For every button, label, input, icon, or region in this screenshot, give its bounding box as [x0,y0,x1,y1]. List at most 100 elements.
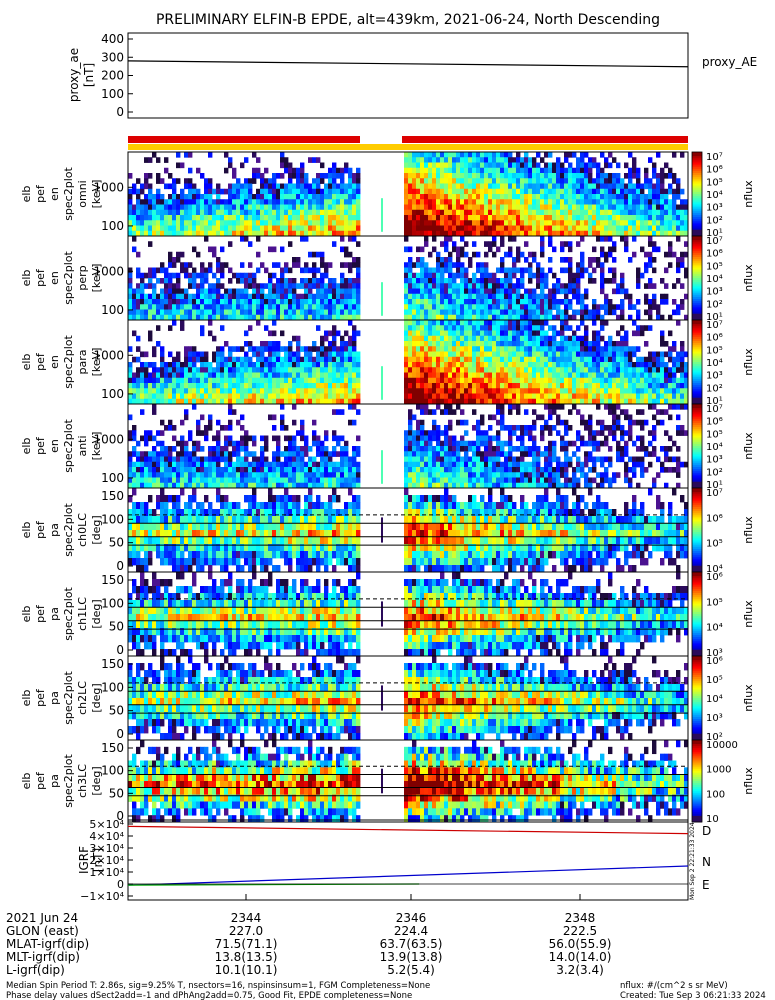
cbar-tick-label: 10³ [706,371,723,382]
heat-cell [172,194,177,200]
heat-cell [196,272,201,279]
heat-cell [640,367,645,373]
heat-cell [240,383,245,389]
cbar-tick-label: 10⁴ [706,274,723,285]
heat-cell [132,246,137,253]
heat-cell [220,425,225,431]
heat-cell [404,152,409,158]
heat-cell [568,351,573,358]
heat-cell [332,346,337,352]
heat-cell [212,199,217,205]
heat-cell [684,204,689,211]
heat-cell [332,188,337,195]
heat-cell [232,440,237,447]
heat-cell [660,178,665,184]
heat-cell [340,194,345,200]
heat-cell [276,377,281,384]
heat-cell [236,388,241,394]
heat-cell [352,262,357,268]
heat-cell [436,398,441,405]
heat-cell [168,262,173,268]
heat-cell [660,199,665,205]
heat-cell [236,461,241,468]
heat-cell [184,451,189,457]
heat-cell [244,178,249,184]
heat-cell [484,356,489,363]
heat-cell [252,383,257,389]
heat-cell [648,236,653,242]
heat-cell [208,183,213,190]
heat-cell [304,346,309,352]
heat-cell [568,215,573,221]
heat-cell [196,398,201,405]
heat-cell [220,309,225,316]
heat-cell [452,162,457,169]
heat-cell [256,188,261,195]
heat-cell [416,194,421,200]
heat-cell [596,262,601,268]
heat-cell [408,278,413,284]
heat-cell [316,383,321,389]
heat-cell [452,393,457,400]
heat-cell [216,362,221,368]
heat-cell [272,246,277,253]
heat-cell [332,225,337,232]
heat-cell [260,398,265,405]
heat-cell [152,230,157,237]
heat-cell [308,251,313,258]
heat-cell [656,230,661,237]
heat-cell [576,393,581,400]
heat-cell [668,356,673,363]
heat-cell [216,430,221,436]
heat-cell [624,388,629,394]
heat-cell [288,188,293,195]
heat-cell [256,472,261,478]
heat-cell [164,167,169,174]
heat-cell [276,372,281,379]
heat-cell [628,204,633,211]
heat-cell [252,204,257,211]
heat-cell [548,199,553,205]
heat-cell [404,351,409,358]
heat-cell [140,288,145,295]
heat-cell [628,293,633,300]
heat-cell [356,215,361,221]
heat-cell [172,215,177,221]
heat-cell [336,194,341,200]
heat-cell [528,251,533,258]
heat-cell [224,477,229,484]
heat-cell [248,451,253,457]
heat-cell [336,215,341,221]
heat-cell [544,204,549,211]
heat-cell [544,346,549,352]
heat-cell [464,278,469,284]
heat-cell [412,162,417,169]
heat-cell [520,272,525,279]
heat-cell [464,230,469,237]
heat-cell [592,383,597,389]
heat-cell [580,388,585,394]
heat-cell [576,367,581,373]
heat-cell [532,309,537,316]
heat-cell [352,351,357,358]
heat-cell [164,183,169,190]
heat-cell [148,309,153,316]
heat-cell [584,183,589,190]
heat-cell [512,178,517,184]
proxy-ae-ytick: 200 [101,69,124,83]
heat-cell [608,278,613,284]
heat-cell [620,377,625,384]
heat-cell [596,178,601,184]
heat-cell [172,435,177,442]
heat-cell [444,262,449,268]
heat-cell [412,178,417,184]
heat-cell [512,304,517,310]
heat-cell [648,183,653,190]
heat-cell [680,204,685,211]
heat-cell [580,152,585,158]
heat-cell [576,372,581,379]
heat-cell [196,356,201,363]
heat-cell [452,341,457,347]
heat-cell [220,367,225,373]
